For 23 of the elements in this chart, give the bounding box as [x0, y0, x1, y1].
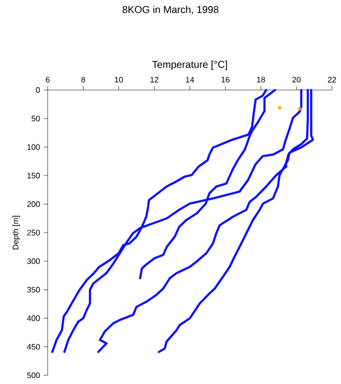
- y-tick-label: 0: [36, 87, 40, 93]
- y-tick-label: 400: [27, 315, 40, 322]
- y-tick-label: 200: [27, 201, 40, 207]
- chart-title: 8KOG in March, 1998: [122, 6, 218, 14]
- y-tick-label: 450: [27, 344, 40, 350]
- x-tick-label: 22: [328, 76, 336, 82]
- y-tick-label: 250: [27, 230, 40, 236]
- y-tick-label: 300: [27, 258, 40, 264]
- x-axis-title: Temperature [°C]: [152, 60, 227, 70]
- x-tick-label: 18: [257, 76, 266, 82]
- y-tick-label: 350: [27, 286, 40, 293]
- y-tick-label: 50: [32, 116, 40, 122]
- y-tick-label: 150: [27, 172, 40, 178]
- x-tick-label: 10: [114, 76, 123, 82]
- x-tick-label: 8: [81, 76, 86, 82]
- x-tick-label: 14: [186, 76, 194, 82]
- y-tick-label: 500: [27, 372, 40, 378]
- x-tick-label: 20: [292, 76, 301, 82]
- x-tick-label: 12: [150, 76, 158, 82]
- y-axis-title: Depth [m]: [12, 216, 20, 250]
- y-tick-label: 100: [27, 144, 40, 150]
- x-tick-label: 6: [46, 76, 50, 82]
- x-tick-label: 16: [222, 76, 230, 82]
